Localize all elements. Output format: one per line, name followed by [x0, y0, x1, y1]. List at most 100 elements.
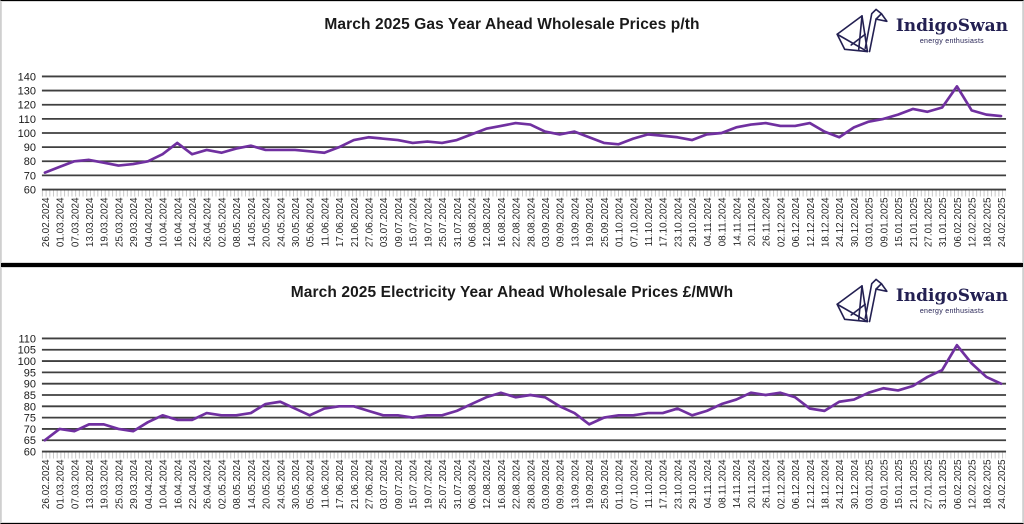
x-tick-label: 03.07.2024 [379, 197, 390, 247]
x-tick-label: 29.10.2024 [688, 197, 699, 247]
x-tick-label: 30.05.2024 [291, 197, 302, 247]
x-tick-label: 07.10.2024 [629, 197, 640, 247]
x-tick-label: 13.09.2024 [570, 459, 581, 509]
x-tick-label: 26.04.2024 [203, 197, 214, 247]
x-tick-label: 14.05.2024 [247, 197, 258, 247]
y-tick-label: 140 [18, 71, 36, 83]
x-tick-label: 07.03.2024 [70, 197, 81, 247]
x-tick-label: 01.10.2024 [615, 197, 626, 247]
x-tick-label: 30.12.2024 [850, 197, 861, 247]
x-tick-label: 19.03.2024 [100, 197, 111, 247]
gas-price-line-chart: 140 130 120 110 100 90 80 70 60 26.02.2024 01.03.2… [18, 71, 1008, 247]
y-tick-label: 110 [18, 333, 35, 345]
x-tick-label: 06.02.2025 [953, 459, 964, 509]
y-tick-label: 110 [18, 114, 35, 126]
y-tick-label: 105 [18, 345, 36, 357]
indigoswan-logo: IndigoSwan energy enthusiasts [835, 276, 1008, 326]
x-tick-label: 09.01.2025 [879, 459, 890, 509]
x-tick-label: 12.12.2024 [806, 197, 817, 247]
x-tick-label: 22.08.2024 [512, 197, 523, 247]
x-tick-label: 19.07.2024 [423, 459, 434, 509]
x-tick-label: 24.02.2025 [997, 459, 1008, 509]
x-tick-label: 31.07.2024 [453, 197, 464, 247]
x-tick-label: 22.08.2024 [512, 459, 523, 509]
x-tick-label: 24.12.2024 [835, 197, 846, 247]
x-tick-label: 07.03.2024 [70, 459, 81, 509]
y-tick-label: 80 [24, 401, 36, 413]
y-tick-label: 95 [24, 367, 36, 379]
x-tick-label: 08.11.2024 [718, 197, 729, 246]
x-tick-label: 16.08.2024 [497, 459, 508, 509]
x-tick-label: 17.06.2024 [335, 459, 346, 509]
x-tick-label: 10.04.2024 [159, 197, 170, 247]
x-tick-label: 31.01.2025 [938, 197, 949, 247]
indigoswan-logo: IndigoSwan energy enthusiasts [835, 6, 1008, 56]
x-axis-labels: 26.02.2024 01.03.2024 07.03.2024 13.03.2024… [41, 197, 1008, 247]
x-tick-label: 09.09.2024 [556, 459, 567, 509]
x-tick-label: 25.09.2024 [600, 459, 611, 509]
y-tick-label: 90 [24, 142, 36, 154]
x-tick-label: 24.05.2024 [276, 459, 287, 509]
x-tick-label: 29.03.2024 [129, 459, 140, 509]
y-tick-label: 85 [24, 390, 36, 402]
gas-chart-title: March 2025 Gas Year Ahead Wholesale Pric… [324, 16, 700, 33]
x-tick-label: 21.06.2024 [350, 197, 361, 247]
x-tick-label: 11.10.2024 [644, 459, 655, 508]
x-axis-labels: 26.02.2024 01.03.2024 07.03.2024 13.03.2024… [41, 459, 1008, 509]
x-tick-label: 09.07.2024 [394, 197, 405, 247]
x-tick-label: 12.02.2025 [968, 197, 979, 247]
x-tick-label: 20.05.2024 [262, 197, 273, 247]
x-tick-label: 18.12.2024 [820, 459, 831, 509]
x-tick-label: 21.01.2025 [909, 459, 920, 509]
logo-name: IndigoSwan [895, 285, 1008, 306]
x-tick-label: 15.07.2024 [409, 197, 420, 247]
x-tick-label: 19.09.2024 [585, 197, 596, 247]
x-tick-label: 22.04.2024 [188, 197, 199, 247]
y-tick-label: 60 [24, 447, 36, 459]
x-tick-label: 02.05.2024 [217, 459, 228, 509]
y-tick-label: 100 [18, 356, 36, 368]
x-tick-label: 29.03.2024 [129, 197, 140, 247]
x-tick-label: 14.05.2024 [247, 459, 258, 509]
x-tick-label: 20.11.2024 [747, 459, 758, 508]
x-tick-label: 14.11.2024 [732, 197, 743, 246]
y-tick-label: 80 [24, 156, 36, 168]
x-tick-label: 06.08.2024 [467, 459, 478, 509]
origami-swan-icon [836, 8, 888, 53]
x-tick-label: 06.02.2025 [953, 197, 964, 247]
x-tick-label: 03.09.2024 [541, 197, 552, 247]
x-tick-label: 27.01.2025 [923, 459, 934, 509]
x-tick-label: 03.07.2024 [379, 459, 390, 509]
x-tick-label: 18.12.2024 [820, 197, 831, 247]
x-tick-label: 26.04.2024 [203, 459, 214, 509]
x-tick-label: 09.01.2025 [879, 197, 890, 247]
x-tick-label: 03.09.2024 [541, 459, 552, 509]
y-tick-label: 120 [18, 100, 36, 112]
x-tick-label: 04.04.2024 [144, 197, 155, 247]
panel-divider [1, 263, 1023, 267]
x-tick-label: 27.06.2024 [364, 197, 375, 247]
x-tick-label: 26.11.2024 [762, 459, 773, 508]
x-tick-label: 11.06.2024 [320, 197, 331, 246]
x-tick-label: 25.09.2024 [600, 197, 611, 247]
x-tick-label: 25.03.2024 [114, 197, 125, 247]
x-tick-label: 08.05.2024 [232, 197, 243, 247]
price-series-line [43, 343, 1003, 442]
x-tick-label: 01.03.2024 [56, 197, 67, 247]
x-tick-label: 09.07.2024 [394, 459, 405, 509]
electricity-chart-title: March 2025 Electricity Year Ahead Wholes… [290, 284, 734, 301]
x-tick-label: 12.02.2025 [968, 459, 979, 509]
x-tick-label: 31.01.2025 [938, 459, 949, 509]
x-tick-label: 03.01.2025 [865, 459, 876, 509]
x-tick-label: 15.01.2025 [894, 459, 905, 509]
x-tick-label: 27.01.2025 [923, 197, 934, 247]
x-tick-label: 31.07.2024 [453, 459, 464, 509]
x-tick-label: 02.12.2024 [776, 197, 787, 247]
x-tick-label: 08.11.2024 [718, 459, 729, 508]
y-tick-label: 70 [24, 424, 36, 436]
y-tick-label: 70 [24, 170, 36, 182]
x-tick-label: 26.11.2024 [762, 197, 773, 246]
x-tick-label: 17.10.2024 [659, 459, 670, 509]
